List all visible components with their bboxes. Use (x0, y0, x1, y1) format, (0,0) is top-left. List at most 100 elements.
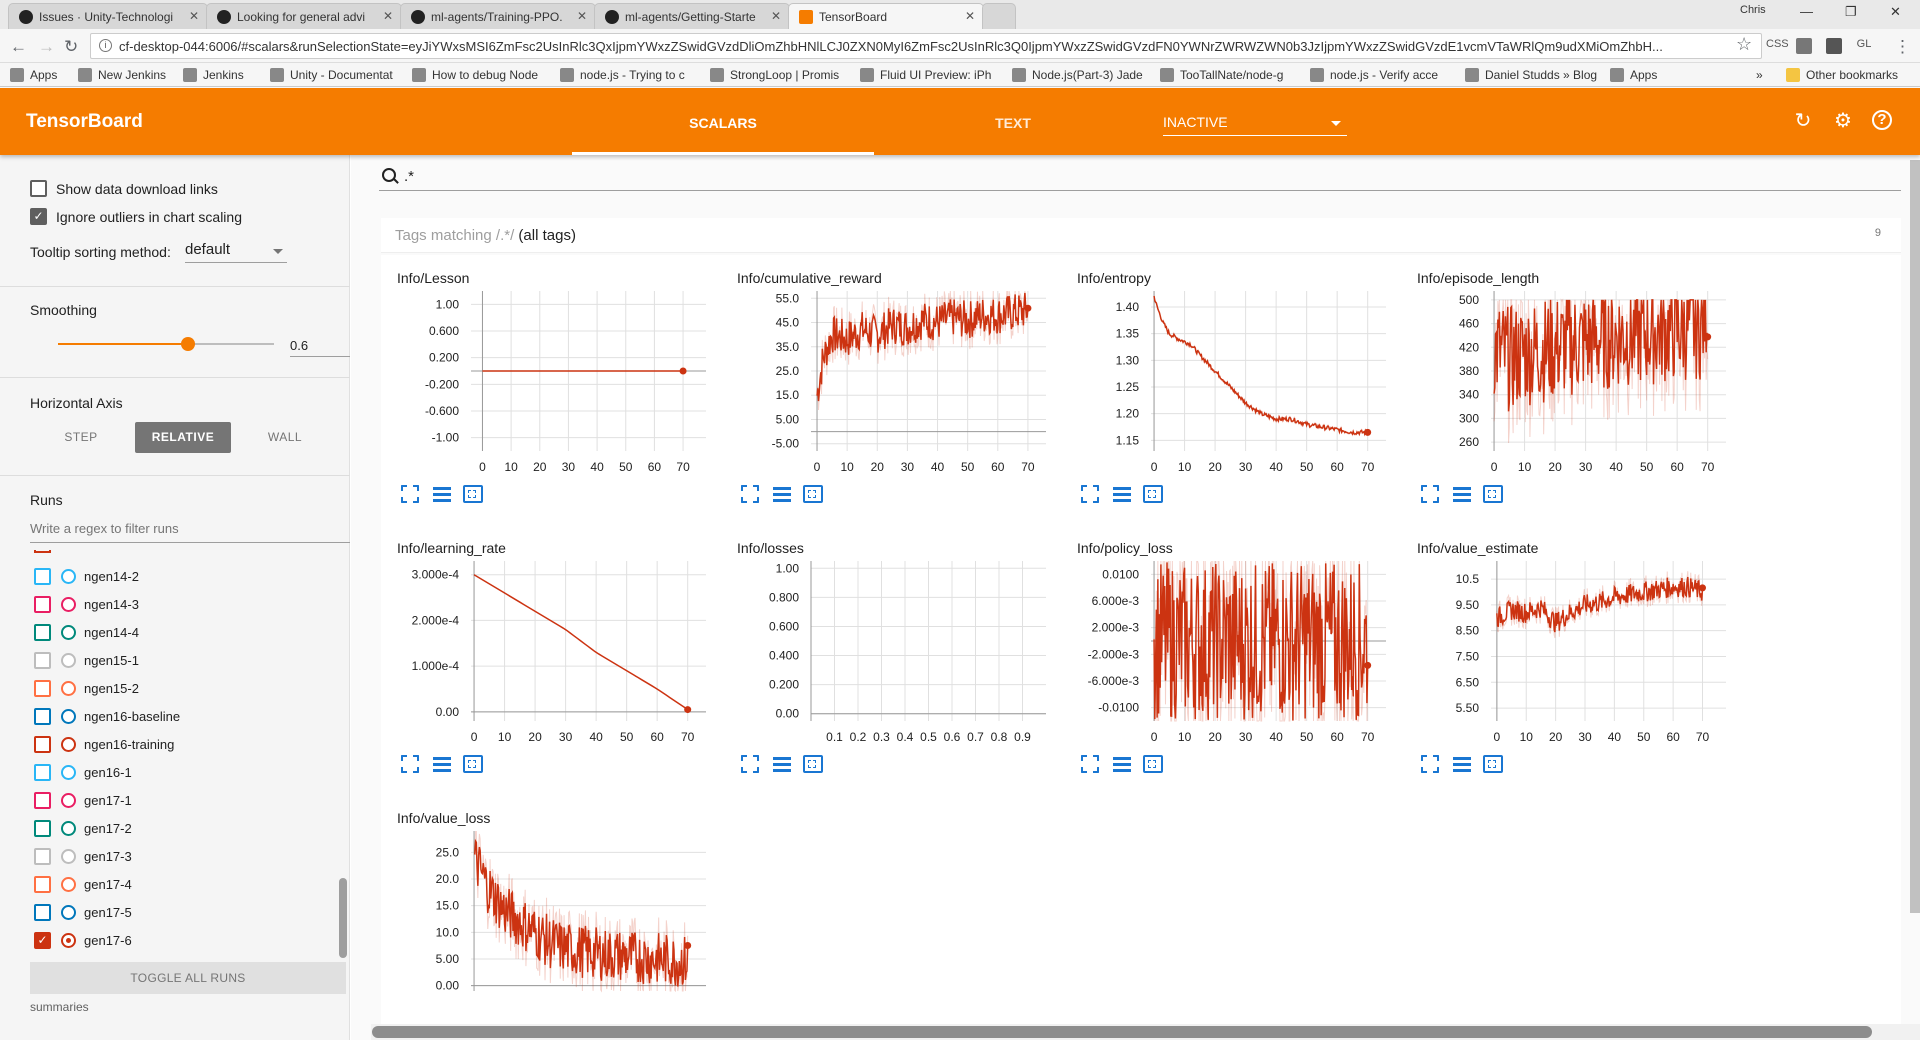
tag-filter-input[interactable]: .* (404, 168, 415, 185)
bookmark-item[interactable]: node.js - Verify acce (1310, 68, 1438, 82)
browser-tab-active[interactable]: TensorBoard ✕ (788, 3, 984, 29)
bookmark-item[interactable]: Daniel Studds » Blog (1465, 68, 1597, 82)
url-input[interactable]: i cf-desktop-044:6006/#scalars&runSelect… (90, 33, 1762, 59)
run-checkbox[interactable] (34, 596, 51, 613)
page-scrollbar[interactable] (1910, 160, 1920, 913)
bookmark-item[interactable]: How to debug Node (412, 68, 538, 82)
back-icon[interactable]: ← (10, 37, 27, 56)
chart-plot[interactable]: 3.000e-4 2.000e-4 1.000e-4 0.00 0 10 20 30 40 50 6… (381, 561, 711, 756)
axis-wall-button[interactable]: WALL (267, 430, 303, 444)
info-icon[interactable]: i (99, 39, 112, 52)
gl-extension-icon[interactable]: GL (1856, 38, 1872, 50)
expand-chart-icon[interactable] (1421, 485, 1439, 503)
run-checkbox[interactable] (34, 736, 51, 753)
run-radio[interactable] (61, 569, 76, 584)
run-checkbox[interactable] (34, 820, 51, 837)
bookmark-item[interactable]: New Jenkins (78, 68, 166, 82)
run-checkbox[interactable] (34, 848, 51, 865)
tab-text[interactable]: TEXT (995, 115, 1031, 131)
more-bookmarks-button[interactable]: » (1756, 68, 1763, 82)
close-window-icon[interactable]: ✕ (1890, 4, 1901, 19)
forward-icon[interactable]: → (38, 37, 55, 56)
bookmark-item[interactable]: Apps (1610, 68, 1657, 82)
toggle-log-scale-icon[interactable] (1113, 485, 1131, 503)
close-icon[interactable]: ✕ (382, 9, 393, 23)
toggle-log-scale-icon[interactable] (433, 755, 451, 773)
maximize-icon[interactable]: ❐ (1845, 4, 1857, 19)
bookmark-item[interactable]: node.js - Trying to c (560, 68, 685, 82)
run-checkbox[interactable] (34, 904, 51, 921)
chart-plot[interactable]: 25.0 20.0 15.0 10.0 5.00 0.00 (381, 831, 711, 1026)
run-radio[interactable] (61, 905, 76, 920)
run-radio[interactable] (61, 737, 76, 752)
minimize-icon[interactable]: — (1800, 4, 1813, 19)
chart-plot[interactable]: 1.00 0.600 0.200 -0.200 -0.600 -1.00 0 10 20 30 40… (381, 291, 711, 486)
toggle-log-scale-icon[interactable] (773, 755, 791, 773)
refresh-icon[interactable]: ↻ (1794, 110, 1812, 132)
run-radio[interactable] (61, 681, 76, 696)
fit-domain-icon[interactable] (463, 485, 483, 503)
bookmark-item[interactable]: Fluid UI Preview: iPh (860, 68, 991, 82)
close-icon[interactable]: ✕ (188, 9, 199, 23)
toggle-all-runs-button[interactable]: TOGGLE ALL RUNS (30, 962, 346, 994)
chart-plot[interactable]: 1.40 1.35 1.30 1.25 1.20 1.15 0 10 20 30 40 50 60 70 (1061, 291, 1391, 486)
runs-scrollbar[interactable] (339, 878, 347, 958)
expand-chart-icon[interactable] (741, 485, 759, 503)
css-extension-icon[interactable]: CSS (1766, 38, 1789, 50)
fit-domain-icon[interactable] (803, 485, 823, 503)
toggle-log-scale-icon[interactable] (1453, 755, 1471, 773)
smoothing-slider-handle[interactable] (181, 337, 195, 351)
fit-domain-icon[interactable] (1483, 485, 1503, 503)
run-checkbox[interactable] (34, 764, 51, 781)
bookmark-item[interactable]: StrongLoop | Promis (710, 68, 839, 82)
settings-gear-icon[interactable]: ⚙ (1834, 110, 1852, 132)
run-radio[interactable] (61, 597, 76, 612)
toggle-log-scale-icon[interactable] (433, 485, 451, 503)
extension-icon[interactable] (1796, 38, 1812, 54)
run-checkbox[interactable] (34, 568, 51, 585)
expand-chart-icon[interactable] (1081, 485, 1099, 503)
browser-tab[interactable]: ml-agents/Getting-Starte ✕ (594, 3, 790, 29)
run-checkbox[interactable] (34, 680, 51, 697)
expand-chart-icon[interactable] (741, 755, 759, 773)
star-icon[interactable]: ☆ (1736, 34, 1753, 54)
fit-domain-icon[interactable] (1143, 485, 1163, 503)
close-icon[interactable]: ✕ (576, 9, 587, 23)
axis-step-button[interactable]: STEP (64, 430, 98, 444)
expand-chart-icon[interactable] (401, 485, 419, 503)
fit-domain-icon[interactable] (1483, 755, 1503, 773)
profile-name[interactable]: Chris (1740, 4, 1766, 16)
bookmark-item[interactable]: Node.js(Part-3) Jade (1012, 68, 1143, 82)
bookmark-item[interactable]: TooTallNate/node-g (1160, 68, 1283, 82)
fit-domain-icon[interactable] (1143, 755, 1163, 773)
chart-plot[interactable]: 1.00 0.800 0.600 0.400 0.200 0.00 0.1 0.2 0.3 0.4… (721, 561, 1051, 756)
close-icon[interactable]: ✕ (964, 9, 975, 23)
run-radio[interactable] (61, 653, 76, 668)
run-radio[interactable] (61, 849, 76, 864)
show-download-links-checkbox[interactable] (30, 180, 47, 197)
axis-relative-button[interactable]: RELATIVE (135, 422, 231, 453)
fit-domain-icon[interactable] (803, 755, 823, 773)
run-checkbox[interactable] (34, 624, 51, 641)
run-radio[interactable] (61, 625, 76, 640)
horizontal-scrollbar[interactable] (372, 1026, 1872, 1038)
chart-plot[interactable]: 500 460 420 380 340 300 260 0 10 20 30 40 50 60 70 (1401, 291, 1731, 486)
chart-plot[interactable]: 55.0 45.0 35.0 25.0 15.0 5.00 -5.00 0 10 20 30 40 50… (721, 291, 1051, 486)
chart-plot[interactable]: 10.5 9.50 8.50 7.50 6.50 5.50 0 10 20 30 40 50 60 70 (1401, 561, 1731, 756)
expand-chart-icon[interactable] (1081, 755, 1099, 773)
shield-extension-icon[interactable] (1826, 38, 1842, 54)
close-icon[interactable]: ✕ (770, 9, 781, 23)
run-checkbox[interactable]: ✓ (34, 932, 51, 949)
run-checkbox[interactable] (34, 652, 51, 669)
new-tab-button[interactable] (982, 3, 1016, 29)
menu-icon[interactable]: ⋮ (1894, 37, 1911, 56)
run-radio[interactable] (61, 821, 76, 836)
run-radio[interactable] (61, 709, 76, 724)
ignore-outliers-checkbox[interactable]: ✓ (30, 208, 47, 225)
browser-tab[interactable]: Issues · Unity-Technologi ✕ (8, 3, 208, 29)
inactive-plugins-select[interactable]: INACTIVE (1163, 114, 1347, 136)
chart-plot[interactable]: 0.0100 6.000e-3 2.000e-3 -2.000e-3 -6.000e-3… (1061, 561, 1391, 756)
run-checkbox[interactable] (34, 876, 51, 893)
tooltip-sorting-select[interactable]: default (185, 241, 287, 263)
runs-filter-input[interactable]: Write a regex to filter runs (30, 521, 350, 543)
